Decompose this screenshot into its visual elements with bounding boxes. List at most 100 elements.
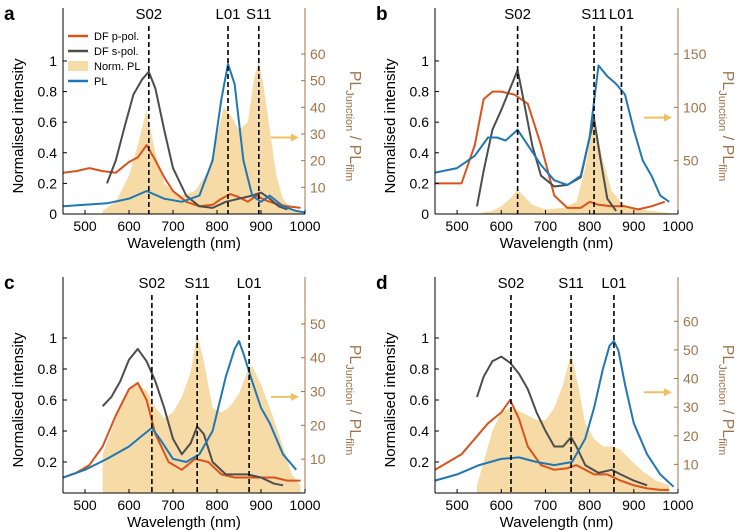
y2-tick-label: 30 bbox=[683, 399, 699, 415]
x-tick-label: 900 bbox=[622, 218, 646, 234]
x-tick-label: 600 bbox=[490, 218, 514, 234]
right-axis-arrow-head bbox=[664, 388, 672, 397]
y2-tick-label: 30 bbox=[310, 384, 326, 400]
y-tick-label: 0.2 bbox=[38, 454, 58, 470]
y2-tick-label: 50 bbox=[683, 342, 699, 358]
y-tick-label: 0.6 bbox=[410, 114, 430, 130]
y-tick-label: 1 bbox=[421, 330, 429, 346]
panel-c: S02 S11 L01 500 600 700 800 900 1000 0.2 0.4 0.6 0.8… bbox=[4, 273, 363, 531]
x-tick-label: 700 bbox=[161, 497, 185, 513]
x-tick-label: 700 bbox=[161, 218, 185, 234]
y-tick-label: 1 bbox=[49, 330, 57, 346]
panel-a: S02 L01 S11 500 600 700 800 900 1000 0 0.2 0.4 0.6 0.… bbox=[4, 4, 363, 252]
y2-tick-label: 60 bbox=[683, 313, 699, 329]
series-area-norm-pl bbox=[102, 61, 301, 214]
y2-tick-label: 10 bbox=[310, 179, 326, 195]
y-axis-title: Normalised intensity bbox=[10, 58, 27, 194]
y2-tick-label: 20 bbox=[310, 417, 326, 433]
x-tick-label: 500 bbox=[73, 497, 97, 513]
x-tick-label: 600 bbox=[117, 218, 141, 234]
series-area-norm-pl bbox=[474, 119, 674, 214]
y-axis-title: Normalised intensity bbox=[10, 332, 27, 468]
legend-label: Norm. PL bbox=[94, 61, 140, 73]
x-tick-label: 700 bbox=[534, 497, 558, 513]
x-tick-label: 900 bbox=[622, 497, 646, 513]
marker-label-l01: L01 bbox=[215, 6, 240, 23]
marker-label-s02: S02 bbox=[504, 6, 531, 23]
y-tick-label: 1 bbox=[49, 53, 57, 69]
y2-tick-label: 40 bbox=[683, 371, 699, 387]
series-line-pl bbox=[435, 340, 675, 488]
y2-axis-title: PLJunction / PLfilm bbox=[343, 71, 363, 182]
x-axis-title: Wavelength (nm) bbox=[127, 235, 241, 252]
marker-label-s11: S11 bbox=[246, 6, 272, 23]
series-line-df-p-pol bbox=[435, 90, 666, 211]
y2-tick-label: 150 bbox=[683, 46, 707, 62]
x-tick-label: 800 bbox=[205, 218, 229, 234]
y2-tick-label: 20 bbox=[310, 153, 326, 169]
panel-letter: d bbox=[376, 273, 388, 294]
y-tick-label: 0.4 bbox=[410, 423, 430, 439]
y-tick-label: 0.4 bbox=[410, 145, 430, 161]
x-tick-label: 800 bbox=[205, 497, 229, 513]
y2-tick-label: 50 bbox=[310, 316, 326, 332]
y2-tick-label: 20 bbox=[683, 428, 699, 444]
right-axis-arrow-head bbox=[664, 113, 672, 122]
y-tick-label: 0 bbox=[421, 206, 429, 222]
y2-axis-title: PLJunction / PLfilm bbox=[716, 71, 736, 182]
y-tick-label: 0.8 bbox=[410, 361, 430, 377]
panel-d: S02 S11 L01 500 600 700 800 900 1000 0.2 0.4 0.6 0.8… bbox=[376, 273, 736, 531]
panel-letter: a bbox=[4, 4, 15, 25]
y2-tick-label: 100 bbox=[683, 99, 707, 115]
y-tick-label: 0.2 bbox=[410, 454, 430, 470]
x-tick-label: 1000 bbox=[662, 218, 693, 234]
x-axis-title: Wavelength (nm) bbox=[127, 514, 241, 531]
y2-tick-label: 50 bbox=[310, 73, 326, 89]
x-tick-label: 900 bbox=[249, 218, 273, 234]
legend-swatch bbox=[68, 61, 88, 71]
series-line-df-p-pol bbox=[435, 399, 670, 491]
y2-axis-title: PLJunction / PLfilm bbox=[716, 345, 736, 456]
marker-label-s11: S11 bbox=[184, 275, 210, 292]
y-tick-label: 0.8 bbox=[410, 84, 430, 100]
x-tick-label: 800 bbox=[578, 497, 602, 513]
y-tick-label: 0.8 bbox=[38, 361, 58, 377]
legend: DF p-pol. DF s-pol. Norm. PL PL bbox=[68, 31, 140, 88]
x-tick-label: 1000 bbox=[662, 497, 693, 513]
panel-letter: b bbox=[376, 4, 388, 25]
x-tick-label: 500 bbox=[73, 218, 97, 234]
series-line-pl bbox=[435, 64, 670, 203]
x-tick-label: 900 bbox=[249, 497, 273, 513]
y-tick-label: 0.6 bbox=[38, 114, 58, 130]
x-tick-label: 800 bbox=[578, 218, 602, 234]
x-axis-title: Wavelength (nm) bbox=[500, 235, 614, 252]
series-line-pl bbox=[63, 63, 305, 214]
panel-letter: c bbox=[4, 273, 15, 294]
y2-tick-label: 10 bbox=[310, 451, 326, 467]
x-tick-label: 600 bbox=[117, 497, 141, 513]
x-tick-label: 500 bbox=[445, 497, 469, 513]
legend-label: PL bbox=[94, 76, 107, 88]
x-tick-label: 500 bbox=[445, 218, 469, 234]
y-axis-title: Normalised intensity bbox=[382, 58, 399, 194]
x-tick-label: 700 bbox=[534, 218, 558, 234]
y2-tick-label: 30 bbox=[310, 126, 326, 142]
right-axis-arrow-head bbox=[291, 133, 299, 142]
y-tick-label: 0.2 bbox=[38, 175, 58, 191]
marker-label-s02: S02 bbox=[135, 6, 162, 23]
marker-label-s11: S11 bbox=[558, 275, 584, 292]
marker-label-l01: L01 bbox=[609, 6, 634, 23]
right-axis-arrow-head bbox=[291, 392, 299, 401]
y2-tick-label: 40 bbox=[310, 350, 326, 366]
y2-tick-label: 40 bbox=[310, 99, 326, 115]
marker-label-s11: S11 bbox=[581, 6, 607, 23]
legend-label: DF p-pol. bbox=[94, 31, 139, 43]
series-line-df-s-pol bbox=[101, 347, 284, 487]
panel-b: S02 S11 L01 500 600 700 800 900 1000 0 0.2 0.4 0.6 0.… bbox=[376, 4, 736, 252]
y-tick-label: 0 bbox=[49, 206, 57, 222]
series-line-df-s-pol bbox=[476, 69, 617, 212]
y-tick-label: 1 bbox=[421, 53, 429, 69]
marker-label-l01: L01 bbox=[601, 275, 626, 292]
y-tick-label: 0.6 bbox=[410, 392, 430, 408]
